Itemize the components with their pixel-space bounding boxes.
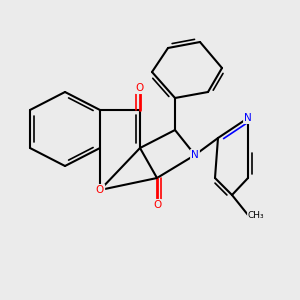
Text: O: O [96, 185, 104, 195]
Text: N: N [244, 113, 252, 123]
Text: O: O [136, 83, 144, 93]
Text: O: O [153, 200, 161, 210]
Text: N: N [191, 150, 199, 160]
Text: CH₃: CH₃ [248, 211, 265, 220]
